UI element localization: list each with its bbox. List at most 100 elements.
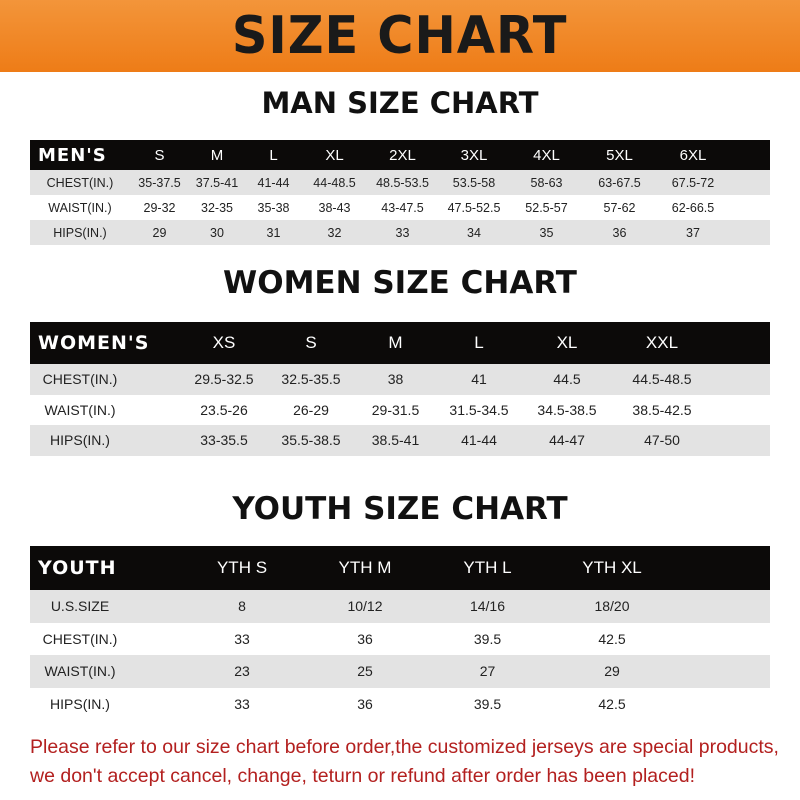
table-cell: 47-50 [644, 432, 680, 449]
table-cell: 62-66.5 [671, 200, 715, 215]
size-header-cell: YTH S [216, 558, 268, 577]
table-cell: 38-43 [318, 200, 351, 215]
table-cell: 25 [357, 663, 373, 680]
table-cell: 33 [234, 630, 250, 647]
table-cell: 42.5 [598, 695, 626, 712]
table-cell: 33 [234, 695, 250, 712]
table-header-row: WOMEN'S XS S M L XL XXL [30, 322, 770, 364]
table-cell: 35-37.5 [138, 175, 181, 190]
row-label: WAIST(IN.) [44, 663, 116, 680]
table-cell: 42.5 [598, 630, 626, 647]
table-cell: 41 [471, 371, 487, 388]
table-cell: 52.5-57 [525, 200, 568, 215]
table-cell: 14/16 [469, 598, 506, 615]
size-header-cell: S [305, 333, 317, 352]
size-header-cell: XXL [645, 333, 679, 352]
row-label: CHEST(IN.) [42, 371, 118, 388]
size-header-cell: 4XL [533, 146, 560, 164]
table-cell: 29 [604, 663, 620, 680]
table-cell: 37 [686, 225, 700, 240]
table-cell: 34 [467, 225, 481, 240]
youth-title: YOUTH SIZE CHART [232, 491, 568, 527]
table-cell: 39.5 [473, 695, 502, 712]
size-header-cell: XL [325, 146, 344, 164]
size-header-cell: 2XL [389, 146, 416, 164]
table-row: HIPS(IN.) 33 36 39.5 42.5 [30, 687, 770, 720]
table-row: CHEST(IN.) 33 36 39.5 42.5 [30, 622, 770, 655]
table-cell: 31 [266, 225, 281, 240]
table-row: CHEST(IN.) 29.5-32.5 32.5-35.5 38 41 44.5 44.5… [30, 364, 770, 395]
table-cell: 18/20 [594, 598, 630, 615]
table-cell: 36 [357, 695, 373, 712]
row-label: HIPS(IN.) [50, 432, 110, 449]
table-cell: 32 [327, 225, 342, 240]
table-row: HIPS(IN.) 33-35.5 35.5-38.5 38.5-41 41-44 44-… [30, 425, 770, 456]
size-header-cell: L [269, 146, 278, 164]
table-row: WAIST(IN.) 23.5-26 26-29 29-31.5 31.5-34.5 34… [30, 394, 770, 425]
table-cell: 33 [395, 225, 410, 240]
table-title-cell: WOMEN'S [38, 332, 150, 354]
size-header-cell: M [388, 333, 403, 352]
table-cell: 23 [234, 663, 250, 680]
table-cell: 10/12 [347, 598, 383, 615]
size-header-cell: XS [212, 333, 236, 352]
table-cell: 29-32 [143, 200, 176, 215]
table-cell: 33-35.5 [200, 432, 248, 449]
table-row: WAIST(IN.) 23 25 27 29 [30, 655, 770, 688]
size-header-cell: YTH L [463, 558, 512, 577]
table-cell: 41-44 [461, 432, 497, 449]
table-header-row: MEN'S S M L XL 2XL 3XL 4XL 5XL 6XL [30, 140, 770, 170]
size-header-cell: YTH XL [582, 558, 642, 577]
banner-title: SIZE CHART [232, 6, 568, 66]
table-cell: 57-62 [603, 200, 636, 215]
row-label: HIPS(IN.) [50, 695, 110, 712]
table-row: WAIST(IN.) 29-32 32-35 35-38 38-43 43-47.5 47.… [30, 195, 770, 220]
table-cell: 43-47.5 [381, 200, 424, 215]
men-size-table: MEN'S S M L XL 2XL 3XL 4XL 5XL 6XL CHEST(IN.) 35-37… [30, 140, 770, 245]
size-header-cell: YTH M [338, 558, 392, 577]
size-header-cell: M [210, 146, 224, 164]
table-cell: 29 [152, 225, 167, 240]
table-cell: 39.5 [473, 630, 502, 647]
table-cell: 35.5-38.5 [281, 432, 341, 449]
size-header-cell: 6XL [679, 146, 707, 164]
row-label: HIPS(IN.) [53, 225, 107, 240]
row-label: WAIST(IN.) [44, 401, 116, 418]
size-header-cell: 3XL [460, 146, 488, 164]
size-header-cell: XL [556, 333, 578, 352]
table-cell: 32.5-35.5 [281, 371, 341, 388]
table-cell: 23.5-26 [200, 401, 248, 418]
table-cell: 44.5 [553, 371, 581, 388]
table-cell: 41-44 [257, 175, 290, 190]
table-cell: 35 [539, 225, 554, 240]
row-label: CHEST(IN.) [46, 175, 114, 190]
table-cell: 26-29 [293, 401, 329, 418]
table-cell: 38.5-42.5 [632, 401, 692, 418]
women-title: WOMEN SIZE CHART [223, 265, 577, 301]
table-cell: 44-47 [549, 432, 585, 449]
table-cell: 31.5-34.5 [449, 401, 509, 418]
women-size-table: WOMEN'S XS S M L XL XXL CHEST(IN.) 29.5-32.5 32.5… [30, 322, 770, 456]
table-cell: 8 [238, 598, 246, 615]
size-header-cell: L [474, 333, 484, 352]
order-notice: Please refer to our size chart before or… [30, 733, 790, 791]
size-header-cell: 5XL [606, 146, 633, 164]
table-cell: 27 [479, 663, 496, 680]
table-cell: 38 [387, 371, 404, 388]
notice-line-1: Please refer to our size chart before or… [30, 736, 779, 758]
table-header-row: YOUTH YTH S YTH M YTH L YTH XL [30, 546, 770, 590]
table-cell: 44-48.5 [313, 175, 356, 190]
row-label: WAIST(IN.) [48, 200, 112, 215]
table-cell: 32-35 [201, 200, 233, 215]
row-label: CHEST(IN.) [42, 630, 118, 647]
notice-line-2: we don't accept cancel, change, teturn o… [30, 765, 695, 787]
table-row: HIPS(IN.) 29 30 31 32 33 34 35 36 37 [30, 220, 770, 245]
table-cell: 30 [210, 225, 224, 240]
table-cell: 44.5-48.5 [632, 371, 692, 388]
table-row: U.S.SIZE 8 10/12 14/16 18/20 [30, 590, 770, 623]
table-cell: 29.5-32.5 [194, 371, 254, 388]
youth-size-table: YOUTH YTH S YTH M YTH L YTH XL U.S.SIZE 8 10/12… [30, 546, 770, 720]
table-cell: 34.5-38.5 [537, 401, 597, 418]
table-cell: 29-31.5 [371, 401, 420, 418]
table-title-cell: YOUTH [38, 557, 117, 579]
